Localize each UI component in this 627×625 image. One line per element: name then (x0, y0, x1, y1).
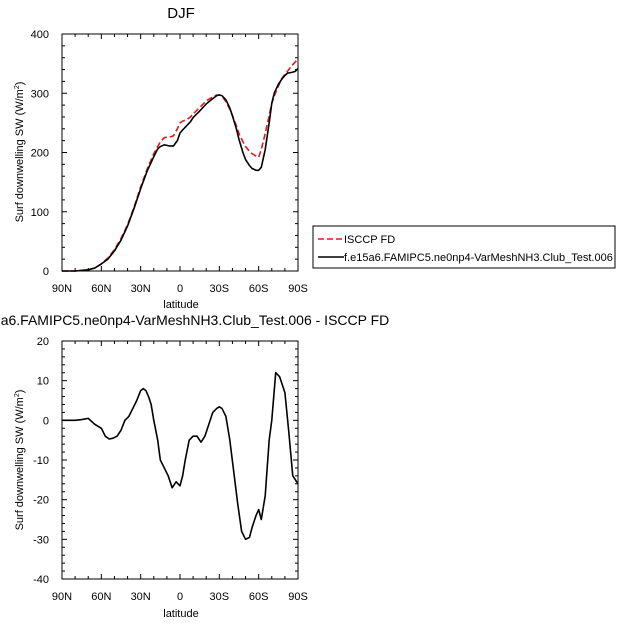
x-tick-label: 90S (288, 591, 308, 603)
y-tick-label: 400 (31, 29, 49, 41)
x-tick-label: 60N (91, 283, 111, 295)
top-plot-frame (61, 33, 299, 272)
y-tick-label: -20 (33, 495, 49, 507)
top-chart-title: DJF (167, 5, 195, 22)
top-y-axis-label-end: ) (14, 82, 26, 86)
top-series-line-1 (62, 67, 299, 272)
top-chart: DJF 90N 60N 30N 0 30S 60S 90S 0 100 200 300 400 la… (14, 5, 616, 311)
x-tick-label: 0 (177, 283, 183, 295)
bottom-chart: a6.FAMIPC5.ne0np4-VarMeshNH3.Club_Test.0… (1, 312, 390, 620)
bot-series-line-0 (62, 371, 299, 541)
top-y-axis-label-main: Surf downwelling SW (W/m (14, 89, 26, 222)
bottom-chart-title: a6.FAMIPC5.ne0np4-VarMeshNH3.Club_Test.0… (1, 312, 390, 328)
x-tick-label: 30N (131, 283, 151, 295)
x-tick-label: 30N (131, 591, 151, 603)
bottom-y-axis-label-main: Surf downwelling SW (W/m (14, 397, 26, 530)
x-tick-label: 90S (288, 283, 308, 295)
bottom-y-axis-label-sup: 2 (14, 393, 21, 397)
y-tick-label: 0 (43, 266, 49, 278)
legend-box (312, 225, 616, 269)
top-chart-lines (62, 58, 299, 272)
x-tick-label: 90N (52, 591, 72, 603)
y-tick-label: -30 (33, 534, 49, 546)
x-tick-label: 60S (249, 283, 269, 295)
top-y-axis: 0 100 200 300 400 (31, 29, 298, 278)
y-tick-label: 200 (31, 148, 49, 160)
bottom-x-axis: 90N 60N 30N 0 30S 60S 90S (52, 341, 308, 603)
x-tick-label: 0 (177, 591, 183, 603)
x-tick-label: 90N (52, 283, 72, 295)
bottom-plot-frame (61, 340, 299, 580)
y-tick-label: -40 (33, 574, 49, 586)
bottom-x-axis-label: latitude (163, 608, 198, 620)
top-chart-legend: ISCCP FD f.e15a6.FAMIPC5.ne0np4-VarMeshN… (312, 225, 616, 269)
top-y-axis-label-sup: 2 (14, 85, 21, 89)
y-tick-label: 0 (43, 415, 49, 427)
y-tick-label: 300 (31, 88, 49, 100)
y-tick-label: 10 (37, 376, 49, 388)
x-tick-label: 30S (210, 283, 230, 295)
top-x-axis: 90N 60N 30N 0 30S 60S 90S (52, 34, 308, 295)
y-tick-label: 100 (31, 207, 49, 219)
legend-label-model: f.e15a6.FAMIPC5.ne0np4-VarMeshNH3.Club_T… (344, 252, 613, 264)
legend-label-isccp: ISCCP FD (344, 234, 395, 246)
top-x-axis-label: latitude (163, 299, 198, 311)
y-tick-label: 20 (37, 336, 49, 348)
bottom-y-axis-label-end: ) (14, 390, 26, 394)
bottom-chart-lines (62, 371, 299, 541)
x-tick-label: 30S (210, 591, 230, 603)
top-y-axis-label: Surf downwelling SW (W/m2) (14, 82, 26, 223)
x-tick-label: 60S (249, 591, 269, 603)
x-tick-label: 60N (91, 591, 111, 603)
y-tick-label: -10 (33, 455, 49, 467)
bottom-y-axis: -40 -30 -20 -10 0 10 20 (33, 336, 298, 586)
bottom-y-axis-label: Surf downwelling SW (W/m2) (14, 390, 26, 531)
